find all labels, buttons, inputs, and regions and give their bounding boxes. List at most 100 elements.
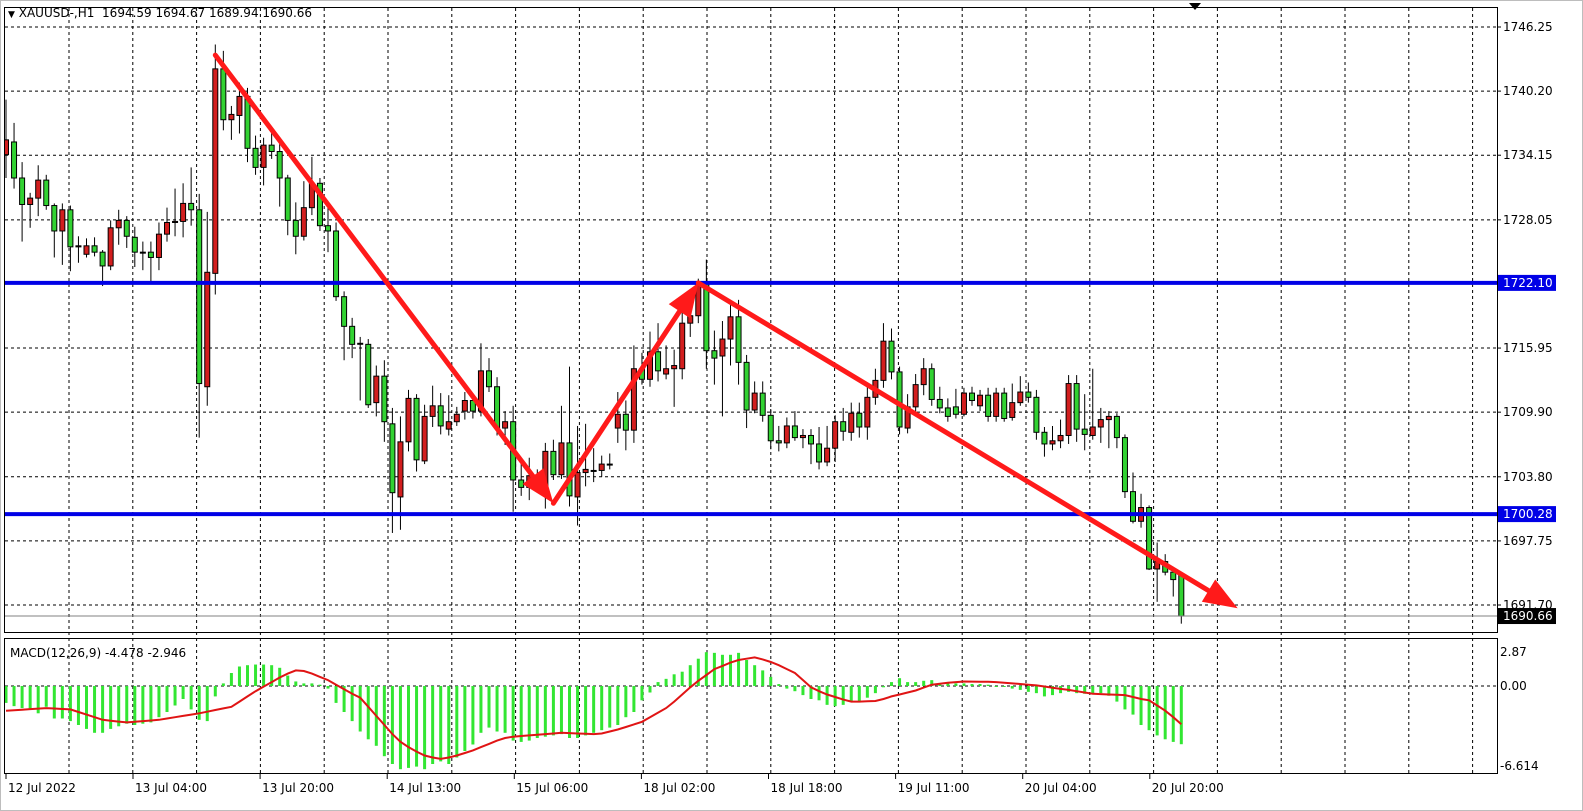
macd-signal-line — [5, 656, 1182, 760]
candle — [1025, 382, 1032, 403]
candle — [759, 381, 766, 422]
candle — [1033, 389, 1040, 440]
candle — [912, 374, 919, 414]
macd-histogram-bar — [495, 686, 499, 732]
candle-body-bull — [453, 413, 460, 423]
macd-histogram-bar — [141, 686, 145, 724]
candle-body-bear — [486, 370, 492, 388]
time-axis-label: 13 Jul 04:00 — [135, 781, 207, 795]
candle — [880, 323, 887, 388]
candle-body-bull — [880, 340, 887, 381]
macd-histogram-bar — [350, 686, 354, 722]
candle-body-bull — [832, 421, 839, 449]
candle-body-bull — [1089, 426, 1096, 436]
time-axis-label: 13 Jul 20:00 — [262, 781, 334, 795]
macd-histogram-bar — [898, 678, 902, 686]
candle — [180, 183, 187, 238]
candle — [1113, 413, 1120, 449]
macd-histogram-bar — [302, 683, 306, 686]
axes: 1746.25 1740.20 1734.15 1728.05 1715.95 1709.… — [5, 20, 1556, 795]
candle-body-bear — [735, 316, 742, 363]
candle — [75, 236, 82, 263]
candle-body-bear — [1130, 491, 1136, 522]
candle — [83, 238, 90, 258]
trend-arrow — [550, 282, 699, 506]
candle-body-bear — [840, 421, 847, 432]
macd-histogram-bar — [1139, 686, 1143, 725]
macd-histogram-bar — [632, 686, 636, 712]
grid — [5, 8, 1497, 773]
candle-body-bull — [1017, 391, 1024, 404]
candle — [91, 237, 98, 257]
candle — [1049, 425, 1056, 451]
macd-histogram-bar — [664, 678, 668, 686]
level-price-label: 1700.28 — [1503, 507, 1553, 521]
candle-body-bear — [365, 343, 372, 406]
macd-histogram-bar — [704, 652, 708, 686]
macd-histogram-bar — [382, 686, 386, 757]
macd-histogram-bar — [914, 682, 918, 686]
symbol-timeframe: XAUUSD-,H1 — [18, 6, 95, 20]
candle — [1009, 383, 1016, 421]
macd-main-value: -4.478 — [104, 646, 144, 660]
candle-body-bull — [630, 368, 637, 431]
price-panel-border — [4, 7, 1498, 633]
macd-histogram-bar — [254, 664, 258, 686]
candle-body-bull — [405, 397, 412, 443]
price-axis-label: 1746.25 — [1503, 20, 1553, 34]
chart-shift-marker-icon[interactable] — [1189, 3, 1201, 10]
candle — [147, 241, 154, 284]
macd-axis-label: 0.00 — [1500, 679, 1527, 693]
candle-body-bear — [11, 141, 18, 179]
macd-histogram-bar — [857, 686, 861, 702]
trend-arrow-shaft — [695, 280, 1212, 594]
macd-histogram-bar — [398, 686, 402, 770]
candle — [743, 354, 750, 429]
dropdown-triangle-icon[interactable]: ▼ — [8, 10, 15, 20]
candle — [671, 349, 678, 407]
candle-body-bear — [856, 412, 863, 428]
macd-histogram-bar — [1051, 686, 1054, 696]
candle-body-bull — [461, 400, 468, 412]
candle — [413, 394, 420, 472]
candle-body-bull — [204, 271, 211, 388]
candle-body-bull — [727, 316, 734, 340]
candle-body-bull — [155, 233, 162, 258]
candle-body-bear — [437, 405, 444, 427]
candle — [808, 429, 814, 465]
candle-body-bear — [43, 179, 50, 207]
candle — [969, 386, 975, 406]
candle-body-bear — [381, 375, 388, 423]
macd-histogram-bar — [841, 686, 845, 705]
candle — [614, 392, 621, 443]
macd-histogram-bar — [197, 686, 201, 720]
candle-body-bear — [928, 368, 935, 400]
macd-histogram-bar — [954, 683, 958, 686]
candle — [453, 406, 460, 426]
candle-body-bear — [743, 361, 750, 411]
candle — [663, 345, 670, 380]
macd-histogram-bar — [970, 684, 974, 686]
macd-histogram-bar — [503, 686, 507, 733]
candle-body-bull — [5, 139, 9, 156]
ohlc-open: 1694.59 — [102, 6, 152, 20]
candle — [325, 202, 331, 253]
candle-body-bear — [1025, 391, 1032, 398]
candle — [123, 216, 130, 248]
macd-histogram-bar — [608, 686, 612, 728]
candle — [558, 405, 565, 479]
candle-body-bear — [1033, 396, 1040, 433]
candle — [920, 358, 927, 396]
macd-histogram-bar — [20, 686, 24, 709]
macd-histogram-bar — [1034, 686, 1038, 694]
candle — [977, 389, 984, 412]
candle-body-bull — [590, 469, 597, 472]
macd-panel[interactable] — [5, 652, 1183, 770]
candle-body-bear — [196, 209, 203, 385]
price-panel[interactable] — [4, 44, 1498, 624]
macd-histogram-bar — [326, 686, 330, 689]
bid-price-label: 1690.66 — [1503, 609, 1553, 623]
candle-body-bull — [502, 421, 509, 429]
macd-histogram-bar — [592, 686, 596, 733]
